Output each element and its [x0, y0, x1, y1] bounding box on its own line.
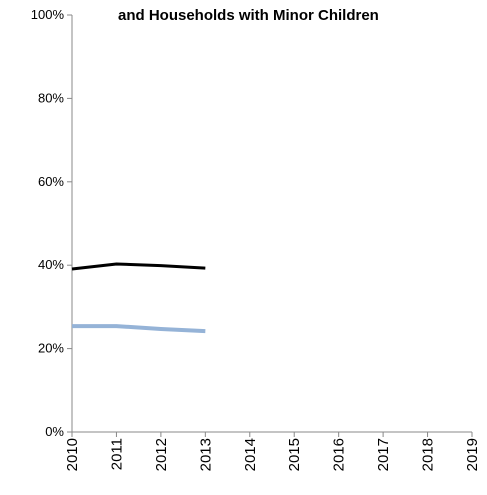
x-tick-label: 2017	[375, 438, 392, 471]
y-tick-label: 80%	[38, 90, 64, 105]
x-tick-label: 2012	[153, 438, 170, 471]
x-tick-label: 2010	[64, 438, 81, 471]
y-tick-label: 60%	[38, 174, 64, 189]
x-tick-label: 2011	[108, 438, 125, 470]
y-tick-label: 0%	[45, 424, 64, 439]
x-tick-label: 2016	[331, 438, 348, 471]
chart-title: and Households with Minor Children	[118, 7, 379, 24]
x-tick-label: 2013	[197, 438, 214, 471]
x-tick-label: 2019	[464, 438, 481, 471]
series-line	[71, 262, 206, 271]
x-tick-label: 2014	[242, 438, 259, 471]
x-tick-label: 2018	[420, 438, 437, 471]
x-tick-label: 2015	[286, 438, 303, 471]
series-line	[72, 324, 206, 334]
y-tick-label: 40%	[38, 257, 64, 272]
y-tick-label: 100%	[31, 7, 65, 22]
y-tick-label: 20%	[38, 341, 64, 356]
